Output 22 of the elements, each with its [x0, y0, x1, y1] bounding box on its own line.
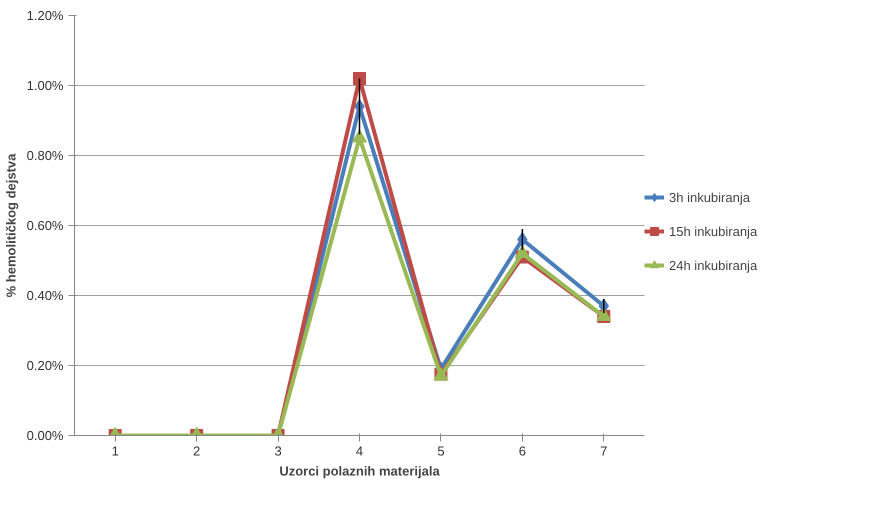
- legend-label: 3h inkubiranja: [669, 190, 750, 204]
- x-axis-title: Uzorci polaznih materijala: [279, 464, 440, 478]
- x-tick-label: 6: [518, 444, 526, 458]
- x-tick-label: 5: [437, 444, 445, 458]
- y-tick-label: 0.20%: [26, 358, 64, 373]
- y-tick-label: 1.20%: [26, 8, 64, 23]
- point: [514, 244, 530, 258]
- y-tick-label: 0.60%: [26, 218, 64, 233]
- x-tick-label: 3: [274, 444, 282, 458]
- x-tick-label: 4: [356, 444, 364, 458]
- x-tick-label: 7: [600, 444, 608, 458]
- legend-label: 15h inkubiranja: [669, 224, 758, 238]
- y-axis-title: % hemolitičkog dejstva: [4, 152, 19, 298]
- x-tick-label: 1: [112, 444, 119, 458]
- y-tick-label: 0.40%: [26, 288, 64, 303]
- y-tick-label: 1.00%: [26, 78, 64, 93]
- point: [596, 308, 612, 322]
- x-tick-label: 2: [193, 444, 200, 458]
- y-tick-label: 0.80%: [26, 148, 64, 163]
- legend-label: 24h inkubiranja: [669, 258, 758, 272]
- y-tick-label: 0.00%: [26, 428, 64, 443]
- point: [353, 72, 366, 85]
